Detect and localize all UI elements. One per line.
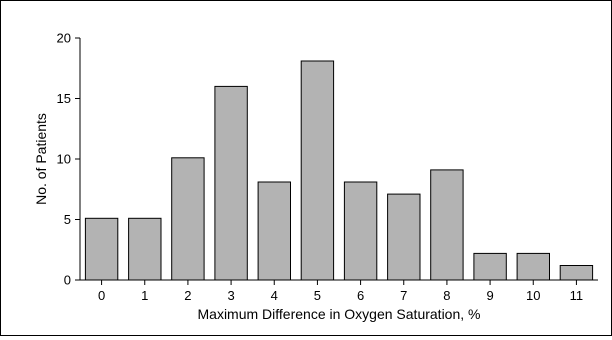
bar-10 [516,252,550,281]
y-tick-label-15: 15 [57,91,71,106]
x-tick-label-8: 8 [443,288,450,303]
y-axis-label: No. of Patients [33,113,49,205]
bar-9 [473,252,507,281]
x-tick-label-11: 11 [570,288,584,303]
bar-6 [343,181,378,281]
x-tick-label-3: 3 [227,288,234,303]
y-axis-ticks: 0 5 10 15 20 [57,31,80,288]
y-tick-label-0: 0 [64,273,71,288]
bar-2 [171,157,205,281]
y-tick-label-10: 10 [57,152,71,167]
bar-4 [257,181,292,281]
x-tick-label-10: 10 [526,288,540,303]
x-tick-label-0: 0 [98,288,105,303]
x-tick-label-5: 5 [314,288,321,303]
bar-0 [84,217,119,281]
bars-group [84,60,594,281]
x-tick-label-6: 6 [357,288,364,303]
y-tick-label-5: 5 [64,212,71,227]
bar-3 [214,85,248,281]
y-tick-label-20: 20 [57,31,71,46]
x-axis-label: Maximum Difference in Oxygen Saturation,… [198,306,481,322]
x-tick-label-7: 7 [400,288,407,303]
bar-7 [387,193,421,281]
x-axis-ticks: 0 1 2 3 4 5 6 7 8 9 10 11 [98,280,583,303]
bar-5 [300,60,335,281]
x-tick-label-4: 4 [271,288,278,303]
bar-1 [128,217,162,281]
bar-11 [559,265,594,281]
x-tick-label-1: 1 [141,288,148,303]
x-tick-label-2: 2 [184,288,191,303]
bar-8 [430,169,464,281]
x-tick-label-9: 9 [486,288,493,303]
